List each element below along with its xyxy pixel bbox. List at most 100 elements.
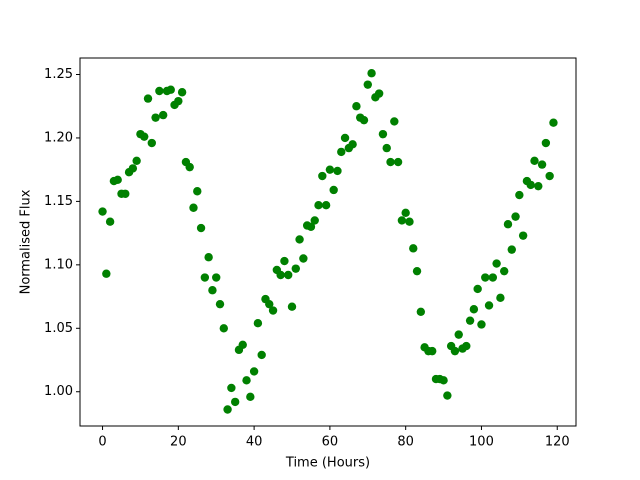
point [416, 307, 426, 316]
point [325, 165, 335, 174]
point [363, 80, 372, 89]
y-tick-label: 1.10 [44, 257, 73, 272]
y-tick-label: 1.15 [44, 194, 73, 209]
point [105, 217, 115, 226]
point [526, 180, 535, 190]
point [428, 346, 437, 356]
point [321, 201, 331, 210]
point [113, 175, 122, 185]
point [249, 367, 259, 376]
point [295, 235, 304, 244]
point [147, 138, 157, 148]
point [223, 405, 232, 414]
point [299, 254, 308, 263]
point [367, 69, 376, 78]
plot-frame [79, 57, 577, 427]
point [488, 273, 498, 282]
x-tick-label: 100 [469, 435, 494, 450]
x-tick-label: 60 [322, 435, 339, 450]
point [469, 305, 479, 314]
point [503, 220, 513, 229]
point [143, 94, 153, 103]
point [227, 383, 236, 393]
y-tick-label: 1.00 [44, 384, 73, 399]
point [98, 207, 107, 216]
point [284, 270, 293, 280]
point [102, 269, 111, 278]
x-tick-label: 0 [98, 435, 106, 450]
point [477, 320, 486, 329]
point [518, 231, 528, 240]
point [409, 244, 418, 253]
y-tick-label: 1.05 [44, 321, 73, 336]
point [378, 129, 388, 139]
x-tick-label: 40 [246, 435, 263, 450]
point [473, 284, 482, 294]
x-tick-label: 20 [170, 435, 187, 450]
point [204, 253, 213, 262]
point [439, 376, 448, 385]
y-axis-label: Normalised Flux [19, 189, 34, 294]
point [200, 273, 210, 282]
point [405, 217, 414, 226]
point [401, 208, 410, 218]
y-tick-label: 1.25 [44, 67, 73, 82]
point [462, 341, 471, 351]
point [280, 256, 289, 266]
point [242, 376, 251, 385]
point [465, 316, 475, 325]
point [333, 166, 342, 176]
point [132, 156, 141, 165]
point [359, 115, 369, 125]
point [121, 189, 130, 198]
point [193, 187, 202, 196]
point [450, 346, 460, 356]
x-axis-label: Time (Hours) [285, 456, 370, 471]
point [397, 216, 407, 225]
point [340, 133, 350, 143]
point [390, 117, 399, 126]
point [265, 299, 274, 309]
point [507, 245, 516, 254]
point [484, 301, 494, 310]
point [140, 132, 149, 141]
point [128, 164, 138, 173]
point [268, 306, 278, 315]
point [246, 392, 255, 402]
point [454, 330, 463, 339]
point [329, 185, 338, 195]
point [530, 156, 539, 165]
point [314, 201, 323, 210]
point [511, 212, 520, 221]
point [499, 266, 509, 276]
point [151, 113, 160, 122]
point [230, 397, 240, 407]
point [337, 147, 346, 157]
point [386, 157, 395, 167]
point [166, 85, 175, 94]
point [257, 350, 266, 360]
point [412, 266, 422, 276]
point [253, 319, 263, 328]
point [393, 157, 403, 167]
point [515, 190, 524, 200]
point [208, 286, 217, 295]
point [189, 203, 198, 212]
point [185, 162, 194, 172]
point [481, 273, 490, 282]
point [158, 110, 168, 120]
point [310, 216, 319, 225]
point [174, 96, 183, 106]
point [196, 223, 206, 233]
point [443, 391, 452, 400]
point [537, 160, 547, 169]
point [352, 102, 361, 111]
point [177, 88, 187, 97]
point [291, 264, 300, 273]
y-tick-label: 1.20 [44, 130, 73, 145]
point [238, 340, 247, 349]
x-tick-label: 120 [545, 435, 570, 450]
point [541, 138, 551, 148]
point [382, 143, 391, 153]
